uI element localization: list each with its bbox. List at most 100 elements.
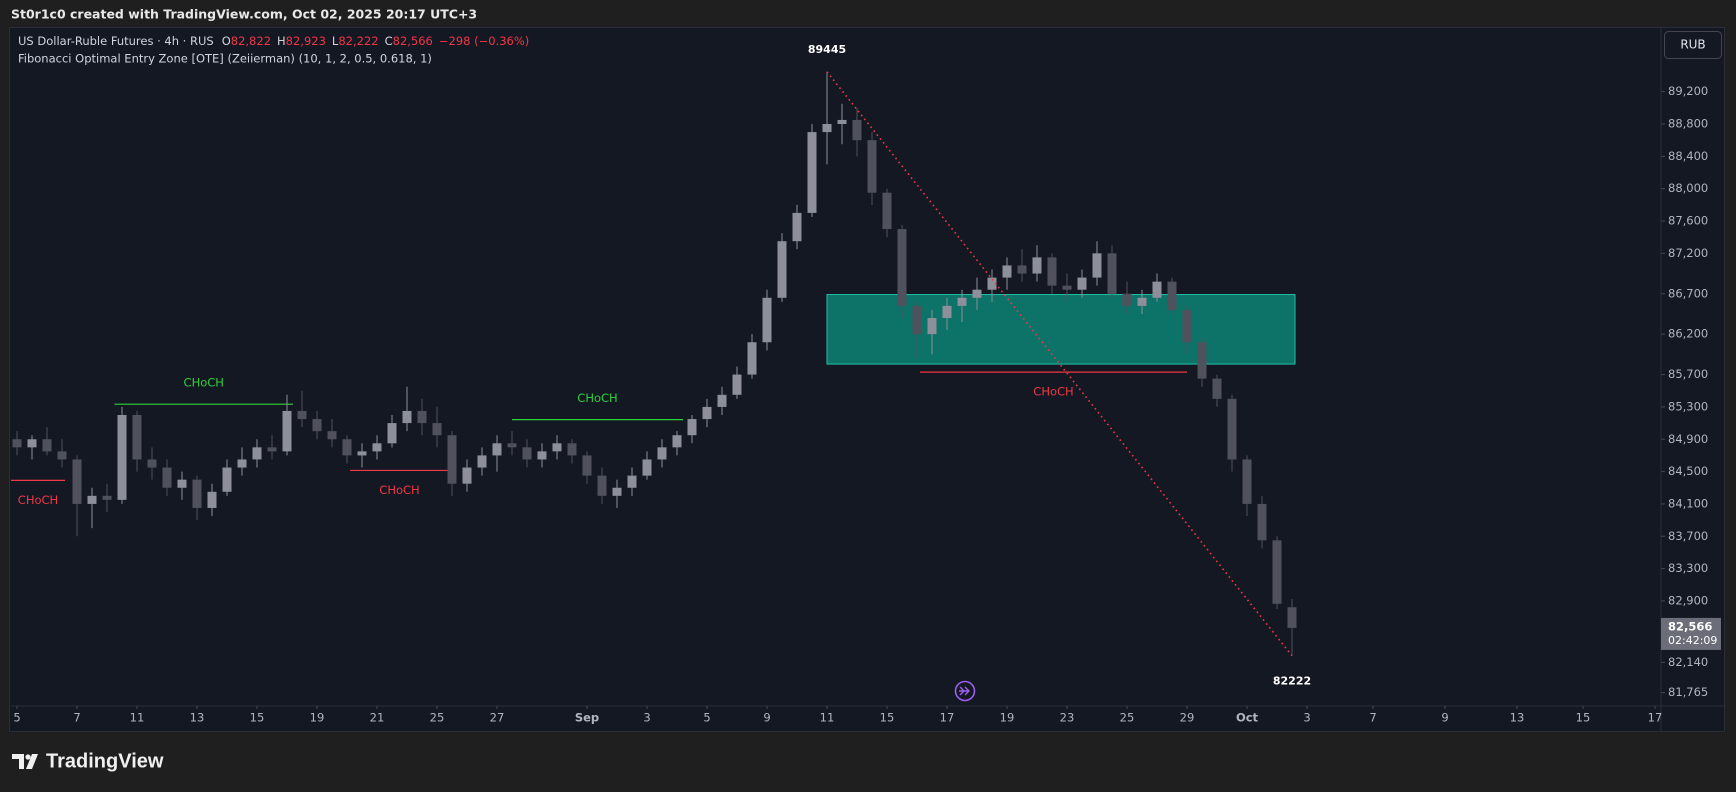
x-tick-label: 21 — [370, 711, 385, 725]
candle-body — [57, 451, 67, 460]
brand-dot — [25, 754, 31, 760]
x-tick-label: 15 — [1576, 711, 1591, 725]
candle-body — [732, 374, 742, 395]
candle-body — [1272, 540, 1282, 604]
x-tick-label: 13 — [1510, 711, 1525, 725]
candle-body — [72, 459, 82, 504]
candle-body — [1167, 281, 1177, 310]
ohlc-value: 82,923 — [286, 34, 326, 48]
x-tick-label: 19 — [310, 711, 325, 725]
candle-body — [402, 410, 412, 424]
candle-body — [492, 443, 502, 456]
last-price: 82,566 — [1668, 619, 1712, 633]
candle-body — [567, 443, 577, 456]
x-tick-label: 23 — [1060, 711, 1075, 725]
candle-body — [912, 305, 922, 335]
x-tick-label: Sep — [575, 711, 599, 725]
candle-body — [102, 495, 112, 500]
x-tick-label: 3 — [1303, 711, 1310, 725]
y-tick-label: 88,000 — [1668, 181, 1708, 195]
plot-area: CHoCH CHoCH CHoCH CHoCH CHoCH — [11, 71, 1297, 657]
candle-body — [852, 119, 862, 141]
x-tick-label: 13 — [190, 711, 205, 725]
brand: TradingView — [46, 750, 164, 772]
candle-body — [87, 495, 97, 504]
candle-body — [672, 435, 682, 448]
y-tick-label: 87,600 — [1668, 214, 1708, 228]
candle-body — [1287, 607, 1297, 628]
indicator-title: Fibonacci Optimal Entry Zone [OTE] (Zeii… — [18, 52, 432, 66]
candle-body — [447, 435, 457, 484]
candle-body — [597, 475, 607, 496]
y-tick-label: 86,200 — [1668, 327, 1708, 341]
ohlc-key: O — [222, 34, 231, 48]
candle-body — [657, 447, 667, 460]
candle-body — [417, 410, 427, 424]
candle-body — [702, 406, 712, 420]
x-tick-label: 27 — [490, 711, 505, 725]
x-tick-label: 17 — [1648, 711, 1663, 725]
x-tick-label: 5 — [13, 711, 20, 725]
y-tick-label: 88,400 — [1668, 149, 1708, 163]
swing-low-label: 82222 — [1273, 675, 1311, 688]
y-tick-label: 82,140 — [1668, 655, 1708, 669]
candle-body — [807, 132, 817, 213]
candle-body — [1197, 342, 1207, 379]
x-tick-label: 15 — [250, 711, 265, 725]
candle-body — [237, 459, 247, 468]
x-tick-label: 25 — [1120, 711, 1135, 725]
candle-body — [972, 289, 982, 298]
candle-body — [312, 419, 322, 432]
y-tick-label: 86,700 — [1668, 286, 1708, 300]
ohlc-value: 82,822 — [231, 34, 271, 48]
change: −298 (−0.36%) — [439, 34, 529, 48]
x-tick-label: 11 — [130, 711, 145, 725]
x-tick-label: 17 — [940, 711, 955, 725]
countdown: 02:42:09 — [1668, 634, 1717, 647]
candle-body — [957, 297, 967, 306]
credit: St0r1c0 created with TradingView.com, Oc… — [11, 7, 477, 22]
x-tick-label: 3 — [643, 711, 650, 725]
candle-body — [1257, 503, 1267, 541]
currency[interactable]: RUB — [1680, 38, 1705, 52]
candle-body — [162, 467, 172, 488]
candle-body — [432, 423, 442, 436]
candle-body — [1137, 297, 1147, 306]
x-tick-label: 25 — [430, 711, 445, 725]
candle-body — [207, 491, 217, 508]
currency-button[interactable] — [1664, 31, 1722, 59]
candle-body — [522, 447, 532, 460]
symbol-title: US Dollar-Ruble Futures · 4h · RUS — [18, 34, 214, 48]
candle-body — [537, 451, 547, 460]
candle-body — [12, 439, 22, 448]
candle-body — [1227, 398, 1237, 460]
candle-body — [342, 439, 352, 456]
y-tick-label: 89,200 — [1668, 84, 1708, 98]
brand-mark — [12, 754, 38, 769]
candle-body — [927, 318, 937, 335]
y-tick-label: 88,800 — [1668, 117, 1708, 131]
candle-body — [27, 439, 37, 448]
candle-body — [822, 124, 832, 133]
x-tick-label: Oct — [1236, 711, 1259, 725]
x-tick-label: 7 — [1369, 711, 1376, 725]
candle-body — [942, 305, 952, 318]
snap-arrow[interactable] — [959, 686, 970, 696]
candle-body — [792, 212, 802, 242]
snap-icon[interactable] — [954, 680, 976, 702]
choch-label: CHoCH — [184, 376, 224, 390]
candle-body — [267, 447, 277, 452]
candle-body — [1122, 293, 1132, 306]
candle-body — [372, 443, 382, 452]
x-tick-label: 29 — [1180, 711, 1195, 725]
candle-body — [1077, 277, 1087, 290]
candle-body — [282, 410, 292, 452]
snap-circle[interactable] — [954, 680, 976, 702]
ohlc-value: 82,222 — [338, 34, 378, 48]
y-tick-label: 81,765 — [1668, 685, 1708, 699]
last-price-box — [1661, 617, 1721, 650]
candle-body — [192, 479, 202, 508]
candle-body — [1032, 257, 1042, 274]
